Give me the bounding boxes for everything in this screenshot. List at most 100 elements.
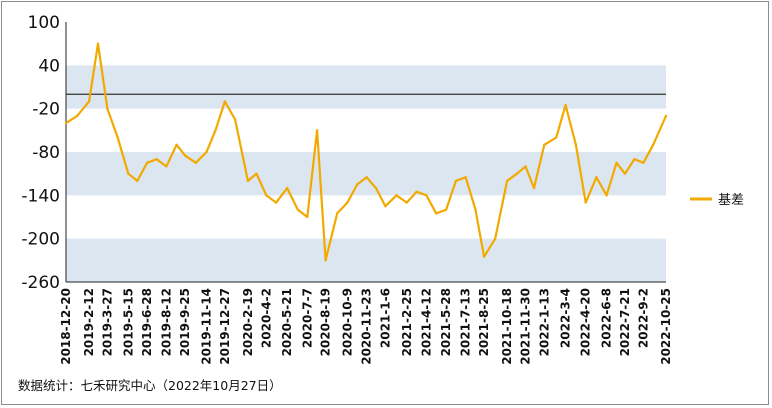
x-tick-label: 2021-7-13 (459, 288, 473, 356)
data-point (435, 212, 438, 215)
y-tick-label: 100 (28, 13, 60, 33)
data-point (223, 100, 227, 103)
data-point (233, 118, 237, 121)
data-point (175, 143, 178, 146)
background-band (66, 65, 666, 109)
data-point (374, 186, 378, 190)
data-point (64, 121, 68, 125)
x-tick-label: 2021-2-25 (400, 288, 414, 356)
x-tick-label: 2020-2-19 (241, 288, 255, 356)
data-point (425, 194, 428, 197)
data-point (356, 183, 359, 186)
x-tick-label: 2022-1-13 (537, 288, 551, 356)
data-point (464, 176, 467, 179)
x-tick-label: 2021-1-6 (378, 288, 392, 348)
data-point (145, 161, 149, 165)
data-point (515, 172, 519, 175)
source-note: 数据统计：七禾研究中心（2022年10月27日） (18, 378, 282, 393)
x-tick-label: 2020-8-19 (319, 288, 333, 356)
x-tick-label: 2022-10-25 (659, 288, 673, 365)
data-point (405, 201, 408, 204)
x-tick-label: 2020-10-9 (340, 288, 354, 356)
data-point (564, 103, 567, 107)
data-point (296, 208, 300, 211)
data-point (642, 161, 645, 165)
background-band (66, 238, 666, 282)
data-point (205, 150, 208, 154)
x-tick-label: 2022-3-4 (559, 288, 573, 348)
data-point (532, 186, 536, 190)
y-tick-label: 40 (38, 56, 60, 76)
data-point (454, 179, 458, 183)
data-point (395, 194, 398, 197)
data-point (106, 107, 109, 110)
x-tick-label: 2019-11-14 (199, 288, 213, 365)
x-tick-label: 2019-3-27 (100, 288, 114, 356)
legend-label: 基差 (718, 193, 744, 208)
data-point (136, 179, 139, 183)
data-point (87, 100, 91, 103)
data-point (584, 201, 587, 204)
data-point (474, 208, 477, 211)
data-point (306, 215, 309, 219)
x-tick-label: 2020-7-7 (300, 288, 314, 348)
data-point (194, 161, 198, 165)
x-tick-label: 2021-11-30 (519, 288, 533, 365)
data-point (651, 143, 655, 146)
background-band (66, 152, 666, 196)
x-tick-label: 2018-12-20 (59, 288, 73, 365)
x-tick-label: 2019-6-28 (140, 288, 154, 356)
data-point (246, 179, 250, 183)
data-point (493, 237, 497, 240)
data-point (482, 255, 486, 258)
data-point (75, 114, 79, 118)
y-tick-label: -260 (21, 273, 60, 293)
data-point (595, 176, 598, 179)
x-tick-label: 2019-12-27 (218, 288, 232, 365)
data-point (315, 129, 319, 132)
x-tick-label: 2020-5-21 (280, 288, 294, 356)
data-point (633, 158, 636, 161)
data-point (524, 165, 527, 168)
data-point (623, 172, 627, 175)
y-tick-label: -20 (32, 100, 60, 120)
data-point (165, 165, 168, 168)
data-point (335, 212, 339, 215)
data-point (183, 154, 187, 157)
x-tick-label: 2022-7-21 (618, 288, 632, 356)
x-tick-label: 2019-5-15 (121, 288, 135, 356)
x-tick-label: 2021-10-18 (500, 288, 514, 365)
data-point (155, 158, 158, 161)
data-point (286, 186, 289, 190)
data-point (265, 194, 268, 197)
data-point (574, 143, 578, 146)
x-tick-label: 2019-2-12 (82, 288, 96, 356)
data-point (505, 179, 509, 183)
x-tick-label: 2021-5-28 (439, 288, 453, 356)
data-point (346, 201, 349, 204)
data-point (384, 204, 387, 208)
data-point (555, 136, 558, 139)
data-point (116, 136, 119, 139)
data-point (365, 176, 368, 179)
y-tick-label: -80 (32, 143, 60, 163)
x-tick-label: 2019-9-25 (178, 288, 192, 356)
y-tick-label: -140 (21, 186, 60, 206)
x-tick-label: 2020-4-2 (259, 288, 273, 348)
data-point (127, 172, 130, 175)
data-point (664, 114, 668, 118)
data-point (415, 190, 418, 193)
y-tick-label: -200 (21, 230, 60, 250)
x-tick-label: 2019-8-12 (159, 288, 173, 356)
data-point (444, 208, 448, 211)
x-tick-label: 2022-6-8 (600, 288, 614, 348)
x-tick-label: 2022-9-2 (636, 288, 650, 348)
data-point (214, 129, 217, 132)
x-tick-label: 2022-4-20 (579, 288, 593, 356)
data-point (543, 143, 546, 146)
x-tick-label: 2020-11-23 (360, 288, 374, 365)
x-tick-label: 2021-4-12 (419, 288, 433, 356)
data-point (255, 172, 258, 175)
data-point (615, 161, 618, 165)
